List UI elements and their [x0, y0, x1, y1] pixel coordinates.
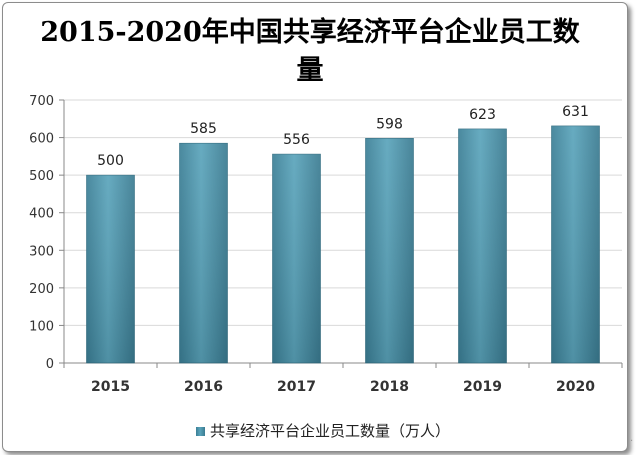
bar-shade-2015: [86, 175, 135, 363]
legend: 共享经济平台企业员工数量（万人）: [196, 422, 450, 440]
bar-shade-2019: [458, 128, 507, 363]
x-tick-label-2017: 2017: [277, 379, 316, 395]
bars: [86, 125, 600, 364]
legend-swatch: [196, 427, 205, 436]
bar-shade-2016: [179, 143, 228, 363]
data-label-2016: 585: [190, 121, 217, 137]
x-tick-label-2020: 2020: [556, 379, 595, 395]
data-label-2017: 556: [283, 132, 310, 148]
y-tick-label: 0: [46, 357, 54, 372]
x-tick-label-2018: 2018: [370, 379, 409, 395]
x-tick-label-2016: 2016: [184, 379, 223, 395]
bar-shade-2020: [551, 125, 600, 363]
x-tick-label-2015: 2015: [91, 379, 130, 395]
y-tick-label: 600: [29, 132, 54, 147]
corner-mark: ·: [630, 436, 634, 447]
data-label-2019: 623: [469, 107, 496, 123]
chart-title: 2015-2020年中国共享经济平台企业员工数量: [40, 17, 580, 86]
data-label-2020: 631: [562, 104, 589, 120]
y-tick-label: 400: [29, 207, 54, 222]
grid-lines: [64, 99, 622, 326]
data-label-2015: 500: [97, 153, 124, 169]
bar-shade-2017: [272, 154, 321, 363]
x-tick-label-2019: 2019: [463, 379, 502, 395]
y-tick-label: 100: [29, 319, 54, 334]
bar-shade-2018: [365, 138, 414, 363]
axes: 0 100 200 300 400 500 600 700 2015 2016 2017 2018 20…: [29, 94, 623, 395]
data-labels: 500 585 556 598 623 631: [97, 104, 589, 169]
data-label-2018: 598: [376, 116, 403, 132]
y-tick-label: 500: [29, 169, 54, 184]
y-tick-label: 200: [29, 282, 54, 297]
y-tick-label: 300: [29, 244, 54, 259]
legend-label: 共享经济平台企业员工数量（万人）: [210, 422, 450, 440]
y-tick-label: 700: [29, 94, 54, 109]
